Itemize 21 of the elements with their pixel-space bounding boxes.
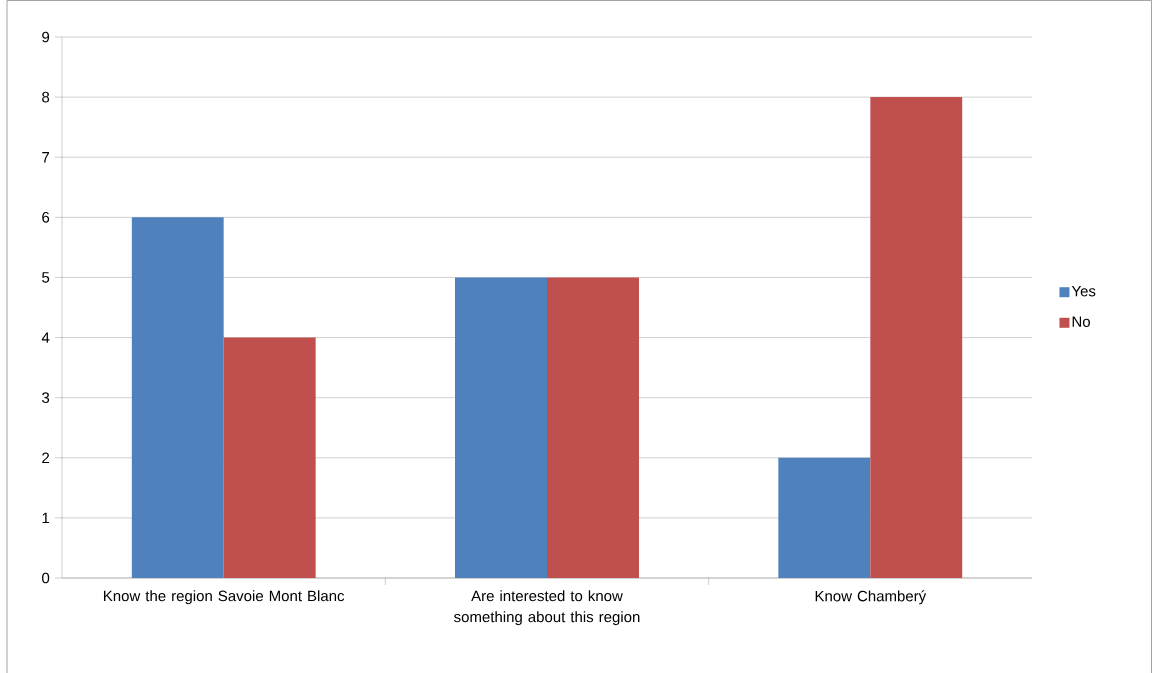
legend-label: No — [1072, 316, 1090, 327]
x-tick-label: Are interested to know something about this region — [454, 590, 640, 626]
y-tick-label: 8 — [42, 91, 50, 103]
y-tick-label: 7 — [42, 152, 50, 163]
y-tick-label: 4 — [41, 332, 50, 343]
y-tick-label: 5 — [42, 272, 50, 283]
bar — [455, 277, 547, 578]
y-tick-label: 0 — [42, 572, 50, 584]
legend-label: Yes — [1071, 285, 1096, 297]
y-tick-label: 3 — [42, 392, 50, 403]
bar — [778, 457, 871, 578]
y-tick-label: 1 — [42, 512, 50, 524]
y-tick-label: 6 — [42, 212, 50, 223]
bar — [223, 337, 316, 578]
x-tick-label: Know the region Savoie Mont Blanc — [103, 590, 345, 605]
bar — [547, 277, 639, 578]
bar — [870, 97, 963, 578]
y-tick-label: 2 — [42, 452, 50, 464]
y-tick-label: 9 — [42, 31, 50, 43]
x-tick-label: Know Chamberý — [815, 590, 927, 605]
bar — [131, 217, 224, 578]
